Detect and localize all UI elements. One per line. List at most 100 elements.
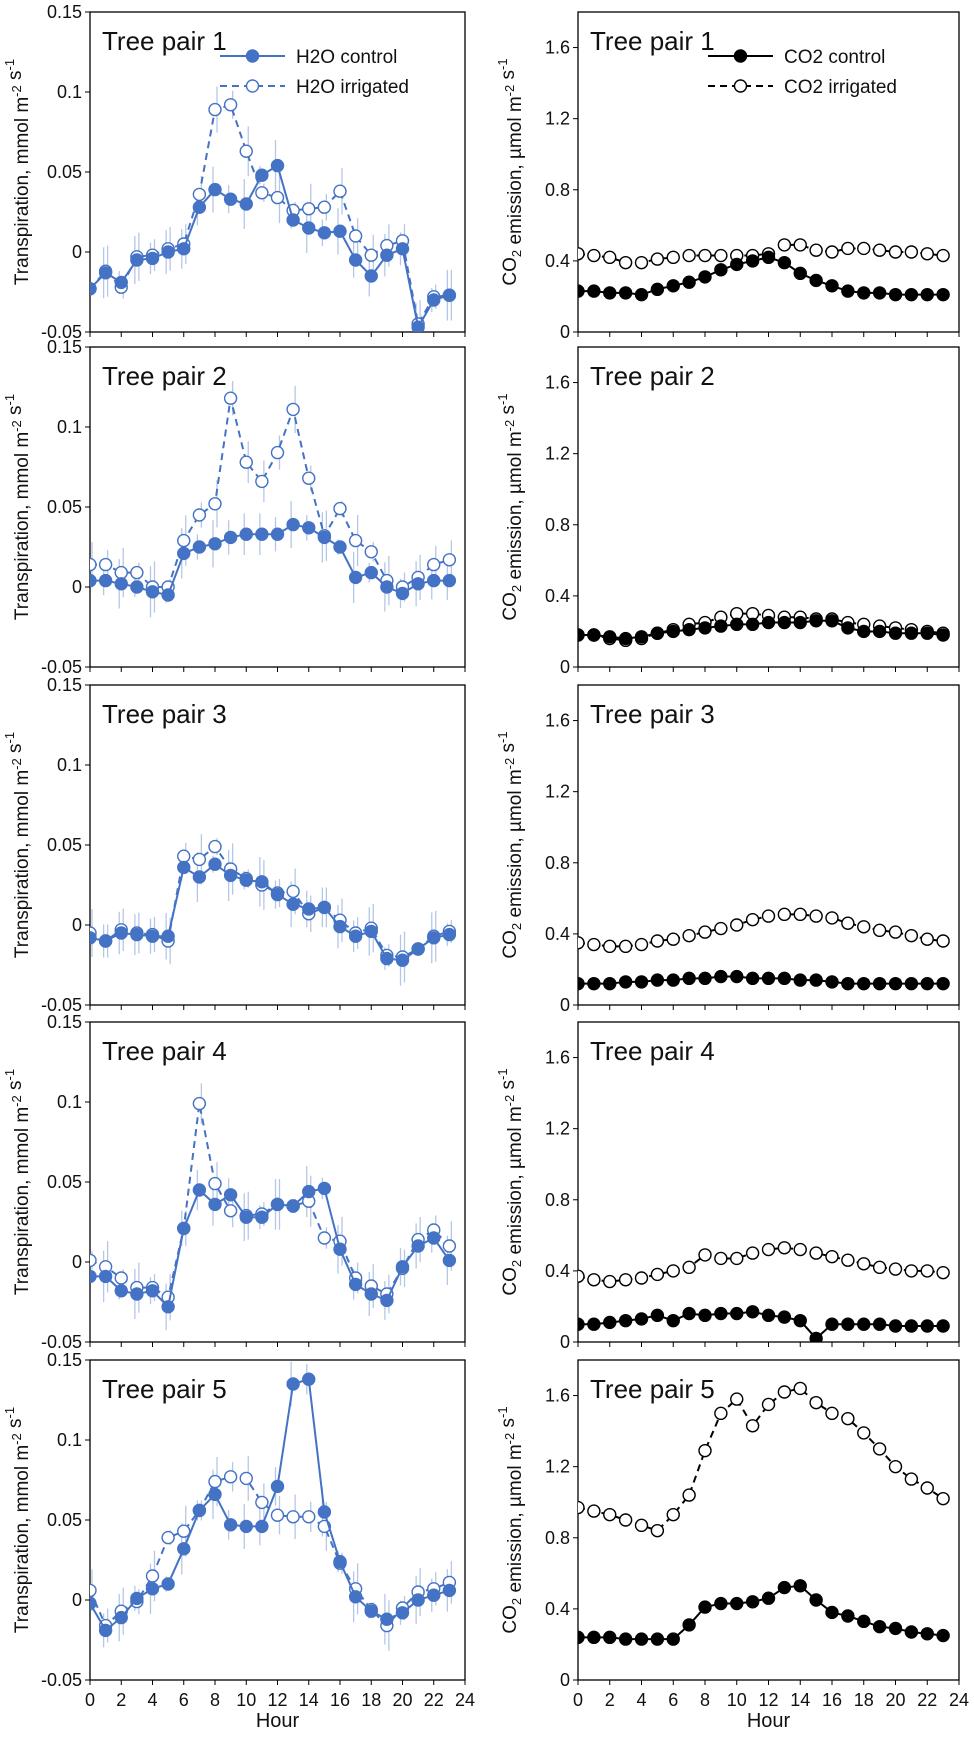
data-point — [714, 1596, 728, 1611]
plot-area — [90, 1361, 457, 1651]
data-point — [793, 238, 807, 252]
plot-area — [90, 1083, 457, 1331]
data-point — [145, 251, 160, 266]
y-tick-label: 0.1 — [57, 1092, 82, 1112]
data-point — [936, 287, 950, 302]
data-point — [114, 1284, 128, 1298]
data-point — [145, 1284, 160, 1298]
data-point — [208, 497, 222, 511]
data-point — [618, 1313, 633, 1328]
x-tick-label: 18 — [854, 1690, 874, 1710]
data-point — [936, 628, 950, 642]
chart-panel-left-3: -0.05 0 0.05 0.1 0.15 Transpiration, mmol m-2… — [2, 675, 466, 1015]
data-point — [730, 617, 744, 632]
data-point — [578, 936, 585, 950]
y-tick-label: 0.8 — [545, 180, 570, 200]
data-point — [270, 527, 285, 541]
data-point — [333, 1242, 347, 1256]
y-axis-label: Transpiration, mmol m-2 s-1 — [2, 1069, 33, 1295]
data-point — [777, 255, 792, 270]
data-point — [223, 391, 238, 405]
legend-label: H2O irrigated — [296, 77, 409, 98]
data-point — [603, 1315, 617, 1330]
y-tick-label: 0.4 — [545, 924, 570, 944]
data-point — [777, 238, 792, 252]
data-point — [286, 1199, 300, 1213]
data-point — [650, 626, 665, 640]
data-point — [395, 953, 410, 967]
data-point — [857, 241, 871, 256]
legend-label: CO2 irrigated — [784, 77, 897, 98]
data-point — [208, 857, 222, 871]
panel-title: Tree pair 3 — [590, 699, 715, 729]
y-axis-label: Transpiration, mmol m-2 s-1 — [2, 394, 33, 620]
series-line-0 — [578, 1310, 944, 1340]
data-point — [208, 1176, 222, 1191]
x-tick-label: 14 — [790, 1690, 810, 1710]
data-point — [682, 971, 696, 986]
data-point — [809, 1395, 823, 1410]
data-point — [411, 1593, 425, 1607]
data-point — [90, 1269, 97, 1284]
y-tick-label: 1.2 — [545, 1457, 570, 1477]
x-tick-label: 10 — [236, 1690, 256, 1710]
data-point — [857, 624, 871, 639]
panel-title: Tree pair 3 — [102, 699, 227, 729]
x-tick-label: 0 — [573, 1690, 583, 1710]
data-point — [427, 931, 441, 945]
data-point — [161, 1577, 175, 1591]
y-tick-label: 0.8 — [545, 515, 570, 535]
data-point — [682, 275, 696, 289]
y-tick-label: 0.1 — [57, 1430, 82, 1450]
data-point — [317, 1505, 332, 1519]
data-point — [317, 900, 332, 915]
data-point — [270, 1508, 285, 1522]
data-point — [98, 934, 113, 948]
data-point — [411, 577, 425, 591]
data-point — [857, 1317, 871, 1331]
data-point — [208, 102, 222, 117]
data-point — [364, 248, 378, 262]
data-point — [348, 570, 363, 585]
y-axis-label: CO2 emission, µmol m-2 s-1 — [495, 731, 526, 958]
data-point — [255, 875, 269, 889]
data-point — [177, 533, 191, 548]
data-point — [603, 1507, 617, 1522]
data-point — [904, 1625, 919, 1639]
data-point — [904, 928, 919, 943]
data-point — [825, 911, 839, 925]
data-point — [255, 527, 269, 541]
y-tick-label: 0.1 — [57, 417, 82, 437]
data-point — [777, 1385, 792, 1399]
data-point — [904, 1319, 919, 1333]
data-point — [239, 527, 253, 541]
data-point — [286, 1510, 300, 1524]
data-point — [745, 1419, 760, 1433]
data-point — [936, 934, 950, 948]
data-point — [793, 1313, 807, 1328]
chart-panel-right-1: 0 0.4 0.8 1.2 1.6 CO2 emission, µmol m-2 s-1 T… — [495, 11, 960, 342]
x-tick-label: 8 — [700, 1690, 710, 1710]
data-point — [745, 1595, 760, 1609]
data-point — [333, 501, 347, 516]
data-point — [130, 1287, 144, 1301]
data-point — [730, 1392, 744, 1406]
data-point — [364, 1604, 378, 1618]
data-point — [793, 907, 807, 922]
x-tick-label: 12 — [758, 1690, 778, 1710]
data-point — [936, 248, 950, 263]
data-point — [809, 273, 823, 288]
data-point — [745, 254, 760, 268]
data-point — [872, 1260, 887, 1275]
data-point — [380, 951, 394, 966]
plot-frame — [577, 684, 960, 1006]
data-point — [239, 455, 253, 469]
x-tick-label: 6 — [668, 1690, 678, 1710]
y-tick-label: 0 — [72, 1590, 82, 1610]
data-point — [587, 1630, 601, 1645]
data-point — [145, 929, 160, 943]
data-point — [666, 279, 680, 293]
x-tick-label: 8 — [210, 1690, 220, 1710]
data-point — [872, 923, 887, 938]
data-point — [587, 284, 601, 298]
